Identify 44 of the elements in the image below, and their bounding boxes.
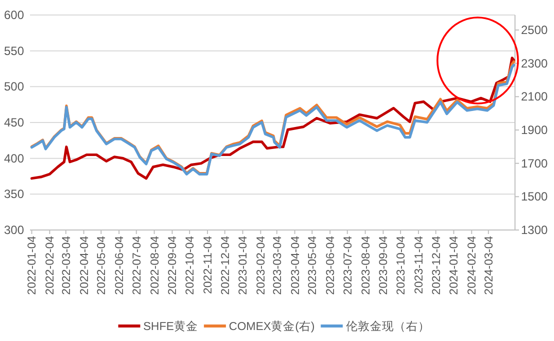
x-tick-label: 2023-04-04 [290, 235, 302, 295]
y-tick-label: 500 [4, 80, 24, 94]
y2-tick-label: 1300 [521, 223, 548, 237]
x-tick-label: 2023-11-04 [413, 235, 426, 294]
y-tick-label: 400 [4, 151, 24, 166]
x-tick-label: 2022-05-04 [96, 235, 108, 295]
x-tick-label: 2023-03-04 [272, 235, 284, 295]
legend-label: SHFE黄金 [143, 320, 198, 333]
y-tick-label: 300 [4, 223, 24, 237]
x-tick-label: 2024-02-04 [466, 235, 479, 295]
x-tick-label: 2022-11-04 [202, 235, 214, 294]
x-tick-label: 2023-12-04 [430, 235, 443, 295]
y2-tick-label: 1700 [521, 156, 548, 170]
y2-tick-label: 2300 [521, 56, 548, 70]
x-tick-label: 2023-01-04 [238, 235, 250, 295]
x-tick-label: 2022-02-04 [44, 235, 57, 295]
legend-label: COMEX黄金(右) [228, 320, 315, 333]
x-tick-label: 2024-01-04 [448, 235, 461, 295]
x-tick-label: 2022-12-04 [220, 235, 232, 295]
y2-tick-label: 1500 [521, 190, 548, 204]
x-tick-label: 2022-06-04 [114, 235, 126, 295]
x-tick-label: 2023-07-04 [342, 235, 354, 295]
x-tick-label: 2024-03-04 [483, 235, 496, 295]
legend-label: 伦敦金现（右） [346, 320, 430, 333]
x-tick-label: 2022-10-04 [184, 235, 197, 295]
y-tick-label: 350 [4, 187, 24, 202]
x-tick-label: 2023-05-04 [307, 235, 320, 295]
x-tick-label: 2023-10-04 [396, 235, 408, 295]
x-tick-label: 2022-07-04 [131, 235, 144, 295]
y-tick-label: 450 [4, 116, 24, 130]
x-tick-label: 2022-09-04 [167, 235, 180, 295]
y2-tick-label: 2100 [521, 90, 548, 104]
x-tick-label: 2023-08-04 [360, 235, 372, 295]
x-tick-label: 2022-08-04 [149, 235, 162, 295]
x-tick-label: 2022-04-04 [78, 235, 91, 295]
x-tick-label: 2022-01-04 [26, 235, 39, 295]
x-tick-label: 2023-02-04 [256, 235, 268, 295]
x-tick-label: 2023-06-04 [325, 235, 338, 295]
x-tick-label: 2022-03-04 [60, 235, 73, 295]
y2-tick-label: 1900 [521, 123, 548, 137]
y2-tick-label: 2500 [521, 23, 548, 37]
y-tick-label: 550 [4, 44, 24, 58]
x-tick-label: 2023-09-04 [378, 235, 390, 295]
y-tick-label: 600 [4, 8, 24, 22]
